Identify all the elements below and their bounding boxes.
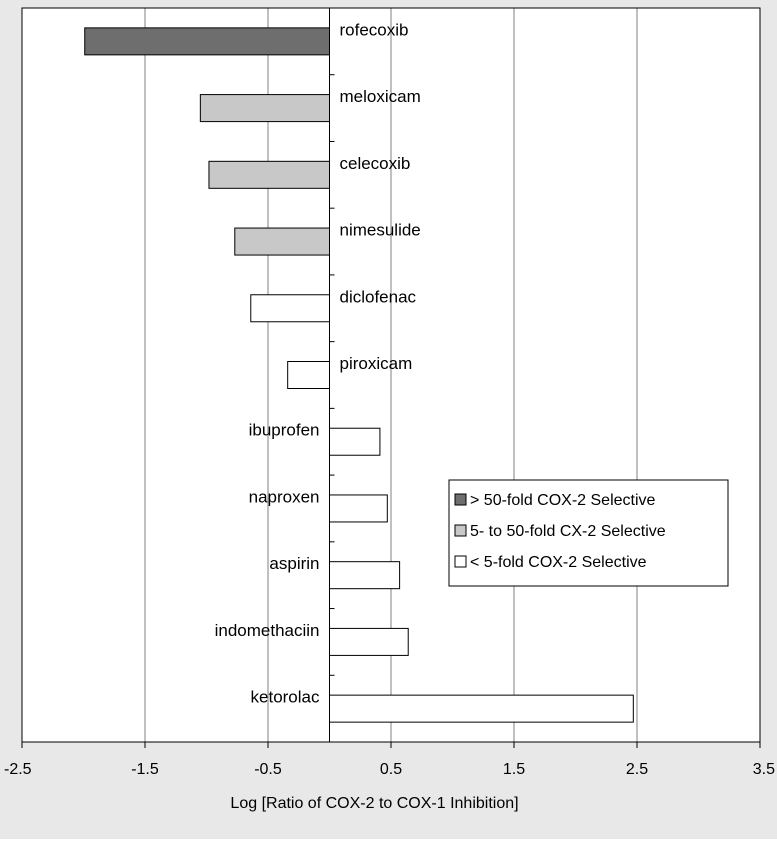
bar-label-indomethaciin: indomethaciin [215,621,320,640]
bar-naproxen [329,494,388,523]
x-tick-label: 2.5 [626,761,648,778]
bar-celecoxib [208,160,331,189]
bar-label-rofecoxib: rofecoxib [340,20,409,39]
bar-label-ketorolac: ketorolac [251,688,320,707]
x-tick-label: -2.5 [4,761,32,778]
bar-piroxicam [287,361,330,389]
x-tick-label: 3.5 [753,761,775,778]
bar-label-ibuprofen: ibuprofen [249,421,320,440]
legend-swatch-low [454,555,467,568]
legend-box [448,479,729,587]
bar-ibuprofen [329,427,381,456]
x-tick-label: -0.5 [254,761,282,778]
bar-aspirin [329,561,401,590]
legend-label-low: < 5-fold COX-2 Selective [470,554,647,571]
x-axis-title: Log [Ratio of COX-2 to COX-1 Inhibition] [230,795,518,812]
bar-label-aspirin: aspirin [269,554,319,573]
bar-label-piroxicam: piroxicam [340,354,413,373]
x-tick-label: 1.5 [503,761,525,778]
bar-label-diclofenac: diclofenac [340,287,417,306]
legend-swatch-mid [454,524,467,537]
legend-label-high: > 50-fold COX-2 Selective [470,492,656,509]
bar-diclofenac [250,294,330,323]
x-tick-label: 0.5 [380,761,402,778]
bar-meloxicam [199,94,330,123]
legend-swatch-high [454,493,467,506]
bar-indomethaciin [329,627,409,656]
bar-ketorolac [329,694,634,723]
bar-rofecoxib [84,27,331,56]
x-tick-label: -1.5 [131,761,159,778]
bar-label-naproxen: naproxen [249,487,320,506]
bar-label-meloxicam: meloxicam [340,87,421,106]
bar-nimesulide [234,227,330,256]
bar-label-celecoxib: celecoxib [340,154,411,173]
legend-label-mid: 5- to 50-fold CX-2 Selective [470,523,666,540]
bar-label-nimesulide: nimesulide [340,221,421,240]
